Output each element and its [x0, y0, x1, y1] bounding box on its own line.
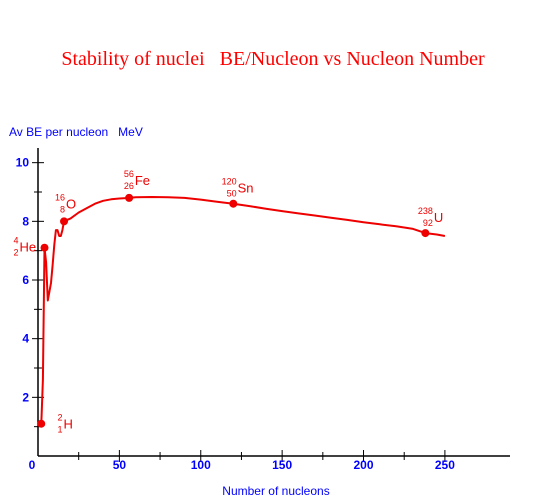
- atomic-number: 26: [124, 181, 134, 191]
- y-tick-label: 4: [22, 332, 29, 346]
- axes: [37, 148, 510, 457]
- mass-number: 2: [57, 413, 62, 423]
- nuclide-label-o: 16 8 O: [55, 192, 76, 214]
- y-tick-label: 2: [22, 390, 29, 404]
- nuclide-label-fe: 56 26 Fe: [124, 169, 150, 191]
- binding-energy-curve: [40, 196, 446, 424]
- x-tick-label: 250: [435, 458, 455, 472]
- atomic-number: 8: [60, 204, 65, 214]
- element-symbol: Fe: [135, 173, 150, 188]
- y-axis-label: Av BE per nucleon MeV: [9, 125, 143, 139]
- mass-number: 238: [418, 206, 433, 216]
- element-symbol: H: [63, 417, 72, 432]
- mass-number: 56: [124, 169, 134, 179]
- mass-number: 16: [55, 192, 65, 202]
- nuclide-points: [37, 193, 430, 428]
- x-axis-label: Number of nucleons: [222, 484, 329, 498]
- nuclide-point-o: [60, 217, 69, 226]
- atomic-number: 92: [423, 218, 433, 228]
- element-symbol: He: [20, 240, 37, 255]
- atomic-number: 2: [13, 248, 18, 258]
- x-tick-label: 50: [113, 458, 127, 472]
- nuclide-label-u: 238 92 U: [418, 206, 443, 228]
- y-tick-label: 6: [22, 273, 29, 287]
- element-symbol: U: [434, 210, 443, 225]
- x-tick-label: 150: [272, 458, 292, 472]
- nuclide-point-sn: [229, 199, 238, 208]
- nuclide-point-he: [40, 243, 49, 252]
- y-tick-label: 8: [22, 214, 29, 228]
- chart-title: Stability of nuclei BE/Nucleon vs Nucleo…: [61, 48, 485, 70]
- y-tick-label: 10: [16, 156, 30, 170]
- atomic-number: 50: [227, 189, 237, 199]
- x-tick-label: 0: [29, 458, 36, 472]
- element-symbol: Sn: [238, 181, 254, 196]
- x-tick-label: 200: [354, 458, 374, 472]
- nuclide-point-fe: [125, 193, 134, 202]
- mass-number: 120: [222, 177, 237, 187]
- element-symbol: O: [66, 196, 76, 211]
- tick-marks: [32, 162, 446, 462]
- nuclide-label-sn: 120 50 Sn: [222, 177, 254, 199]
- atomic-number: 1: [57, 425, 62, 435]
- nuclide-point-h: [37, 419, 46, 428]
- mass-number: 4: [13, 236, 18, 246]
- x-tick-label: 100: [191, 458, 211, 472]
- nuclide-point-u: [421, 229, 430, 238]
- nuclide-label-h: 2 1 H: [57, 413, 72, 435]
- nuclide-label-he: 4 2 He: [13, 236, 36, 258]
